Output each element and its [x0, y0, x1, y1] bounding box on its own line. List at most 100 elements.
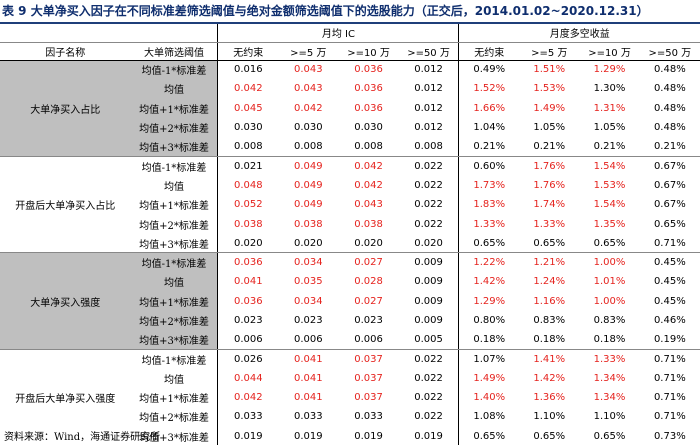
return-value-cell: 0.19%: [639, 330, 700, 350]
ic-value-cell: 0.016: [217, 60, 279, 80]
ic-value-cell: 0.019: [398, 426, 459, 445]
ic-value-cell: 0.019: [217, 426, 279, 445]
ic-value-cell: 0.023: [338, 310, 399, 331]
return-value-cell: 1.29%: [458, 291, 520, 311]
return-value-cell: 0.45%: [639, 291, 700, 311]
threshold-cell: 均值+1*标准差: [130, 98, 218, 118]
return-value-cell: 1.24%: [519, 272, 580, 292]
ic-value-cell: 0.042: [278, 98, 339, 118]
threshold-cell: 均值: [163, 374, 184, 386]
ic-value-cell: 0.009: [398, 291, 459, 311]
return-value-cell: 0.46%: [639, 310, 700, 331]
ic-value-cell: 0.033: [354, 411, 383, 423]
return-value-cell: 0.71%: [653, 372, 686, 384]
ic-value-cell: 0.008: [338, 137, 399, 157]
ic-value-cell: 0.034: [278, 291, 339, 311]
threshold-cell: 均值: [163, 181, 184, 193]
return-value-cell: 0.67%: [653, 160, 686, 172]
table-row: 均值+3*标准差 0.019 0.019 0.019 0.019 0.65% 0.65% 0.…: [0, 426, 700, 445]
header-threshold: 大单筛选阈值: [130, 42, 218, 61]
table-title: 大单净买入因子在不同标准差筛选阈值与绝对金额筛选阈值下的选股能力（正交后，201…: [30, 4, 649, 18]
return-value-cell: 0.45%: [639, 272, 700, 292]
threshold-cell: 均值: [130, 79, 218, 99]
return-value-cell: 0.21%: [639, 137, 700, 157]
return-value-cell: 1.34%: [593, 392, 626, 404]
ic-value-cell: 0.030: [217, 117, 279, 138]
ic-value-cell: 0.042: [217, 79, 279, 99]
return-value-cell: 1.41%: [533, 353, 566, 365]
ic-value-cell: 0.006: [217, 330, 279, 350]
return-value-cell: 1.42%: [533, 372, 566, 384]
ic-value-cell: 0.009: [398, 252, 459, 273]
factor-name-cell: 大单净买入占比: [0, 60, 131, 157]
factor-name-cell: 开盘后大单净买入强度: [0, 349, 131, 445]
ic-value-cell: 0.045: [217, 98, 279, 118]
ic-value-cell: 0.020: [278, 233, 339, 254]
header-ret-col: >=50 万: [639, 42, 700, 61]
return-value-cell: 1.22%: [458, 252, 520, 273]
return-value-cell: 0.83%: [519, 310, 580, 331]
threshold-cell: 均值-1*标准差: [141, 162, 207, 174]
return-value-cell: 0.65%: [579, 233, 640, 254]
return-value-cell: 1.10%: [533, 411, 566, 423]
ic-value-cell: 0.022: [414, 372, 443, 384]
return-value-cell: 0.18%: [519, 330, 580, 350]
return-value-cell: 1.00%: [579, 291, 640, 311]
ic-value-cell: 0.030: [338, 117, 399, 138]
threshold-cell: 均值: [130, 272, 218, 292]
threshold-cell: 均值+2*标准差: [139, 220, 209, 232]
threshold-cell: 均值-1*标准差: [130, 60, 218, 80]
threshold-cell: 均值+2*标准差: [139, 413, 209, 425]
header-empty-threshold: [130, 24, 218, 43]
header-ic-col: 无约束: [217, 42, 279, 61]
return-value-cell: 1.40%: [458, 388, 520, 408]
ic-value-cell: 0.038: [217, 214, 279, 234]
threshold-cell: 均值+3*标准差: [130, 137, 218, 157]
threshold-cell: 均值-1*标准差: [130, 252, 218, 273]
ic-value-cell: 0.036: [338, 98, 399, 118]
ic-value-cell: 0.036: [338, 60, 399, 80]
return-value-cell: 0.67%: [653, 179, 686, 191]
ic-value-cell: 0.019: [278, 426, 339, 445]
ic-value-cell: 0.033: [293, 411, 323, 423]
return-value-cell: 0.65%: [458, 233, 520, 254]
ic-value-cell: 0.030: [278, 117, 339, 138]
threshold-cell: 均值+2*标准差: [130, 310, 218, 331]
ic-value-cell: 0.022: [414, 160, 443, 172]
table-row: 均值 0.044 0.041 0.037 0.022 1.49% 1.42% 1.34% 0.7…: [0, 368, 700, 389]
return-value-cell: 0.67%: [653, 199, 686, 211]
return-value-cell: 0.65%: [519, 233, 580, 254]
return-value-cell: 0.83%: [579, 310, 640, 331]
return-value-cell: 1.73%: [458, 175, 520, 196]
return-value-cell: 1.51%: [519, 60, 580, 80]
ic-value-cell: 0.035: [278, 272, 339, 292]
return-value-cell: 1.29%: [579, 60, 640, 80]
ic-value-cell: 0.009: [398, 310, 459, 331]
return-value-cell: 0.21%: [519, 137, 580, 157]
ic-value-cell: 0.042: [354, 179, 383, 191]
table-row: 均值 0.041 0.035 0.028 0.009 1.42% 1.24% 1.01% 0.4…: [0, 272, 700, 292]
return-value-cell: 0.60%: [458, 156, 520, 176]
return-value-cell: 1.54%: [593, 160, 626, 172]
table-row: 均值+2*标准差 0.033 0.033 0.033 0.022 1.08% 1.10% 1.…: [0, 407, 700, 427]
header-ic-col: >=5 万: [278, 42, 339, 61]
factor-name-cell: 大单净买入强度: [0, 252, 131, 350]
return-value-cell: 1.33%: [533, 218, 566, 230]
return-value-cell: 0.18%: [458, 330, 520, 350]
return-value-cell: 1.49%: [519, 98, 580, 118]
return-value-cell: 1.49%: [458, 368, 520, 389]
ic-value-cell: 0.048: [217, 175, 279, 196]
ic-value-cell: 0.049: [293, 160, 323, 172]
ic-value-cell: 0.005: [398, 330, 459, 350]
return-value-cell: 1.21%: [519, 252, 580, 273]
ic-value-cell: 0.038: [293, 218, 323, 230]
table-row: 均值+1*标准差 0.052 0.049 0.043 0.022 1.83% 1.74% 1.…: [0, 195, 700, 215]
return-value-cell: 1.05%: [579, 117, 640, 138]
ic-value-cell: 0.012: [398, 79, 459, 99]
return-value-cell: 0.71%: [639, 233, 700, 254]
ic-value-cell: 0.049: [293, 179, 323, 191]
ic-value-cell: 0.006: [338, 330, 399, 350]
ic-value-cell: 0.041: [293, 392, 323, 404]
header-ret-col: >=5 万: [519, 42, 580, 61]
return-value-cell: 1.01%: [579, 272, 640, 292]
